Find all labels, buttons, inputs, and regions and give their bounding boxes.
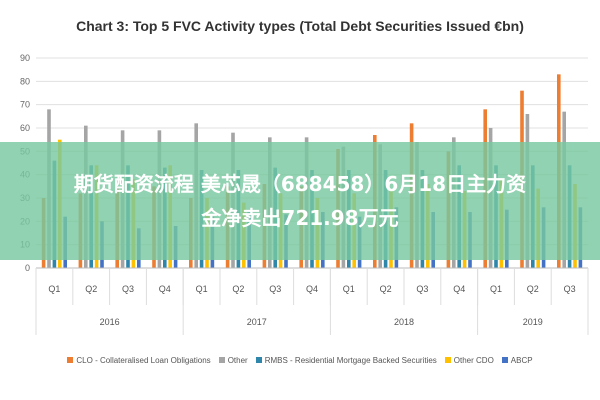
x-tick-label: Q4 bbox=[159, 284, 171, 294]
x-tick-label: Q1 bbox=[343, 284, 355, 294]
x-tick-label: Q1 bbox=[48, 284, 60, 294]
y-tick-label: 0 bbox=[25, 263, 30, 273]
banner-line-2: 金净卖出721.98万元 bbox=[201, 206, 399, 230]
legend-swatch bbox=[67, 357, 74, 363]
year-label: 2019 bbox=[523, 317, 543, 327]
legend-item: Other bbox=[218, 355, 248, 365]
x-tick-label: Q4 bbox=[453, 284, 465, 294]
year-label: 2018 bbox=[394, 317, 414, 327]
legend-label: Other bbox=[227, 355, 248, 365]
chart-legend: CLO - Collateralised Loan Obligations Oth… bbox=[0, 350, 600, 370]
banner-text: 期货配资流程 美芯晟（688458）6月18日主力资 金净卖出721.98万元 bbox=[20, 167, 580, 235]
legend-swatch bbox=[444, 357, 451, 363]
x-tick-label: Q2 bbox=[85, 284, 97, 294]
legend-item: Other CDO bbox=[444, 355, 494, 365]
x-tick-label: Q4 bbox=[306, 284, 318, 294]
x-tick-label: Q1 bbox=[196, 284, 208, 294]
y-tick-label: 70 bbox=[20, 100, 30, 110]
x-tick-label: Q3 bbox=[416, 284, 428, 294]
year-label: 2017 bbox=[247, 317, 267, 327]
x-tick-label: Q1 bbox=[490, 284, 502, 294]
x-tick-label: Q3 bbox=[122, 284, 134, 294]
x-tick-label: Q2 bbox=[380, 284, 392, 294]
legend-label: RMBS - Residential Mortgage Backed Secur… bbox=[264, 355, 437, 365]
legend-swatch bbox=[218, 357, 225, 363]
overlay-banner[interactable]: 期货配资流程 美芯晟（688458）6月18日主力资 金净卖出721.98万元 bbox=[0, 142, 600, 260]
banner-line-1: 期货配资流程 美芯晟（688458）6月18日主力资 bbox=[73, 172, 527, 196]
legend-item: RMBS - Residential Mortgage Backed Secur… bbox=[255, 355, 437, 365]
x-tick-label: Q2 bbox=[527, 284, 539, 294]
legend-swatch bbox=[255, 357, 262, 363]
y-tick-label: 80 bbox=[20, 76, 30, 86]
year-label: 2016 bbox=[100, 317, 120, 327]
x-tick-label: Q3 bbox=[269, 284, 281, 294]
legend-item: CLO - Collateralised Loan Obligations bbox=[67, 355, 211, 365]
x-tick-label: Q2 bbox=[232, 284, 244, 294]
legend-label: CLO - Collateralised Loan Obligations bbox=[76, 355, 211, 365]
x-tick-label: Q3 bbox=[564, 284, 576, 294]
legend-label: Other CDO bbox=[453, 355, 494, 365]
legend-swatch bbox=[501, 357, 508, 363]
chart-title: Chart 3: Top 5 FVC Activity types (Total… bbox=[76, 18, 524, 34]
legend-label: ABCP bbox=[510, 355, 533, 365]
legend-item: ABCP bbox=[501, 355, 533, 365]
x-axis-categories: Q1 Q2 Q3 Q4 Q1 Q2 Q3 Q4 Q1 Q2 Q3 Q4 Q1 Q2 Q3 2016 2017 20… bbox=[35, 267, 589, 335]
y-tick-label: 60 bbox=[20, 123, 30, 133]
y-tick-label: 90 bbox=[20, 53, 30, 63]
